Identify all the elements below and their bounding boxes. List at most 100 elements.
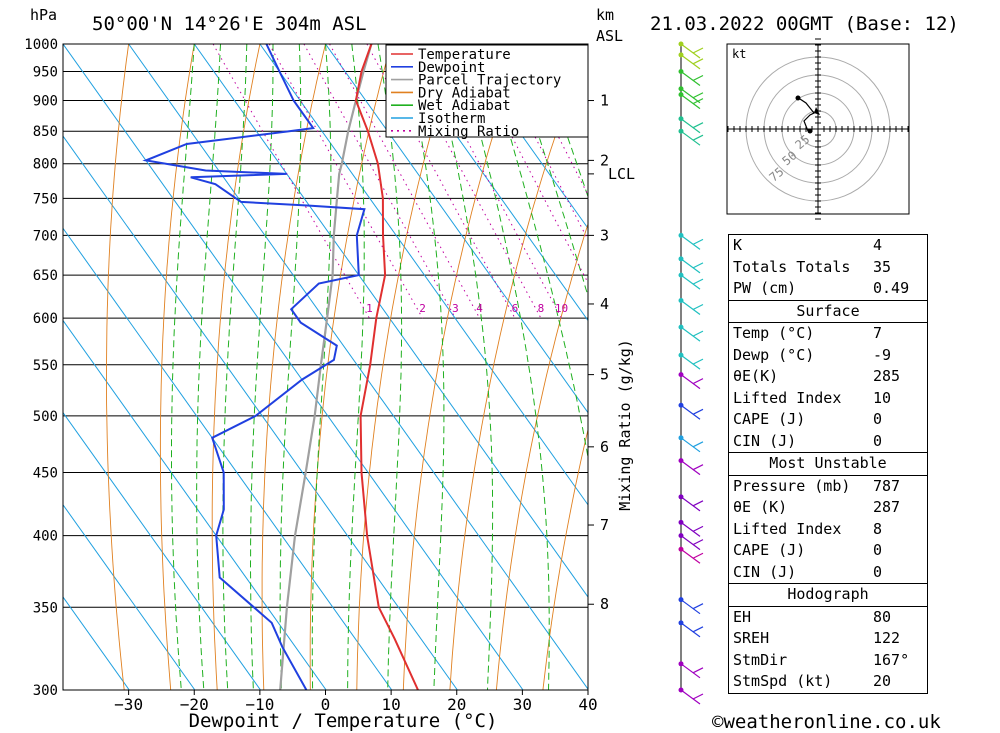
km-unit-label: km bbox=[596, 6, 614, 24]
barb-shaft bbox=[680, 535, 701, 551]
barb-shaft bbox=[680, 437, 701, 453]
barb-flag bbox=[692, 500, 704, 507]
mixing-ratio-tick-label: 6 bbox=[512, 302, 519, 315]
index-value: 20 bbox=[873, 672, 892, 690]
temperature-profile bbox=[354, 44, 419, 690]
index-label: Lifted Index bbox=[733, 519, 842, 538]
index-row: PW (cm) 0.49 bbox=[729, 278, 927, 300]
wet-adiabat-line bbox=[250, 44, 274, 690]
barb-shaft bbox=[680, 43, 701, 59]
barb-shaft bbox=[680, 118, 701, 134]
barb-flag bbox=[692, 626, 704, 633]
barb-shaft bbox=[680, 54, 701, 70]
parcel-trajectory-profile bbox=[279, 44, 373, 690]
km-tick-label: 4 bbox=[600, 295, 609, 313]
location-label: 50°00'N 14°26'E 304m ASL bbox=[92, 13, 367, 35]
pressure-tick-label: 950 bbox=[33, 65, 58, 81]
legend-label: Temperature bbox=[418, 47, 511, 63]
index-label: Temp (°C) bbox=[733, 324, 815, 342]
isotherm-line bbox=[390, 44, 588, 322]
wet-adiabat-line bbox=[430, 44, 494, 690]
datetime-label: 21.03.2022 00GMT (Base: 12) bbox=[650, 13, 959, 35]
barb-flag bbox=[692, 441, 704, 448]
asl-unit-label: ASL bbox=[596, 27, 623, 45]
wet-adiabat-line bbox=[508, 44, 588, 298]
barb-flag bbox=[692, 464, 704, 471]
index-value: 787 bbox=[873, 476, 901, 495]
x-tick-label: 10 bbox=[381, 695, 400, 714]
wet-adiabat-line bbox=[222, 44, 248, 690]
copyright-credit: ©weatheronline.co.uk bbox=[712, 711, 941, 733]
index-label: Totals Totals bbox=[733, 257, 851, 276]
wet-adiabat-line bbox=[456, 44, 550, 690]
mixing-ratio-line bbox=[212, 44, 370, 319]
index-value: -9 bbox=[873, 345, 892, 364]
barb-shaft bbox=[680, 130, 701, 146]
index-value: 7 bbox=[873, 324, 883, 342]
mixing-ratio-tick-label: 3 bbox=[452, 302, 459, 315]
index-row: StmSpd (kt) 20 bbox=[729, 671, 927, 693]
dry-adiabat-line bbox=[261, 44, 326, 690]
surface-section-title: Surface bbox=[729, 299, 927, 323]
wet-adiabat-line bbox=[377, 44, 403, 690]
hodograph-surface-point bbox=[807, 128, 813, 134]
wet-adiabat-line bbox=[279, 44, 302, 690]
km-tick-label: 2 bbox=[600, 151, 609, 169]
index-row: CAPE (J) 0 bbox=[729, 409, 927, 431]
isotherm-line bbox=[63, 319, 327, 690]
index-value: 0 bbox=[873, 431, 883, 450]
most-unstable-section-title: Most Unstable bbox=[729, 452, 927, 475]
isotherm-line bbox=[63, 411, 261, 690]
barb-flag bbox=[692, 667, 704, 674]
barb-flag bbox=[692, 303, 704, 311]
index-value: 167° bbox=[873, 650, 910, 669]
barb-shaft bbox=[680, 274, 701, 290]
barb-shaft bbox=[680, 599, 701, 615]
barb-flag bbox=[692, 134, 704, 141]
km-tick-label: 1 bbox=[600, 92, 609, 110]
index-row: Lifted Index 8 bbox=[729, 519, 927, 541]
pressure-tick-label: 900 bbox=[33, 94, 58, 110]
hodograph-unit-label: kt bbox=[732, 47, 746, 61]
index-value: 35 bbox=[873, 257, 892, 276]
barb-flag bbox=[692, 552, 704, 559]
isotherm-line bbox=[63, 227, 393, 690]
barb-flag bbox=[692, 262, 704, 269]
pressure-tick-label: 850 bbox=[33, 124, 58, 140]
barb-shaft bbox=[680, 548, 701, 564]
dry-adiabat-line bbox=[402, 44, 523, 690]
wet-adiabat-line bbox=[196, 44, 221, 690]
dry-adiabat-line bbox=[309, 44, 392, 690]
index-row: StmDir 167° bbox=[729, 650, 927, 672]
barb-shaft bbox=[680, 71, 701, 87]
barb-shaft bbox=[680, 94, 701, 110]
mixing-ratio-tick-label: 8 bbox=[538, 302, 545, 315]
index-label: CIN (J) bbox=[733, 562, 797, 581]
barb-flag bbox=[692, 525, 704, 532]
index-value: 0 bbox=[873, 562, 883, 581]
barb-shaft bbox=[680, 234, 701, 250]
km-tick-label: 7 bbox=[600, 516, 609, 534]
index-row: SREH 122 bbox=[729, 628, 927, 650]
pressure-tick-label: 650 bbox=[33, 268, 58, 284]
index-value: 10 bbox=[873, 388, 892, 407]
dry-adiabat-line bbox=[542, 427, 588, 690]
pressure-tick-label: 750 bbox=[33, 191, 58, 207]
x-axis-title: Dewpoint / Temperature (°C) bbox=[189, 710, 498, 732]
dry-adiabat-line bbox=[495, 222, 588, 690]
km-tick-label: 6 bbox=[600, 438, 609, 456]
index-label: θE (K) bbox=[733, 498, 788, 516]
barb-shaft bbox=[680, 326, 701, 342]
barb-shaft bbox=[680, 354, 701, 370]
x-tick-label: 30 bbox=[513, 695, 532, 714]
mixing-ratio-tick-label: 2 bbox=[419, 302, 426, 315]
isotherm-line bbox=[63, 135, 458, 690]
index-label: StmDir bbox=[733, 650, 788, 669]
barb-shaft bbox=[680, 460, 701, 476]
index-value: 0.49 bbox=[873, 279, 910, 297]
barb-flag bbox=[692, 58, 704, 65]
index-row: Temp (°C) 7 bbox=[729, 323, 927, 345]
